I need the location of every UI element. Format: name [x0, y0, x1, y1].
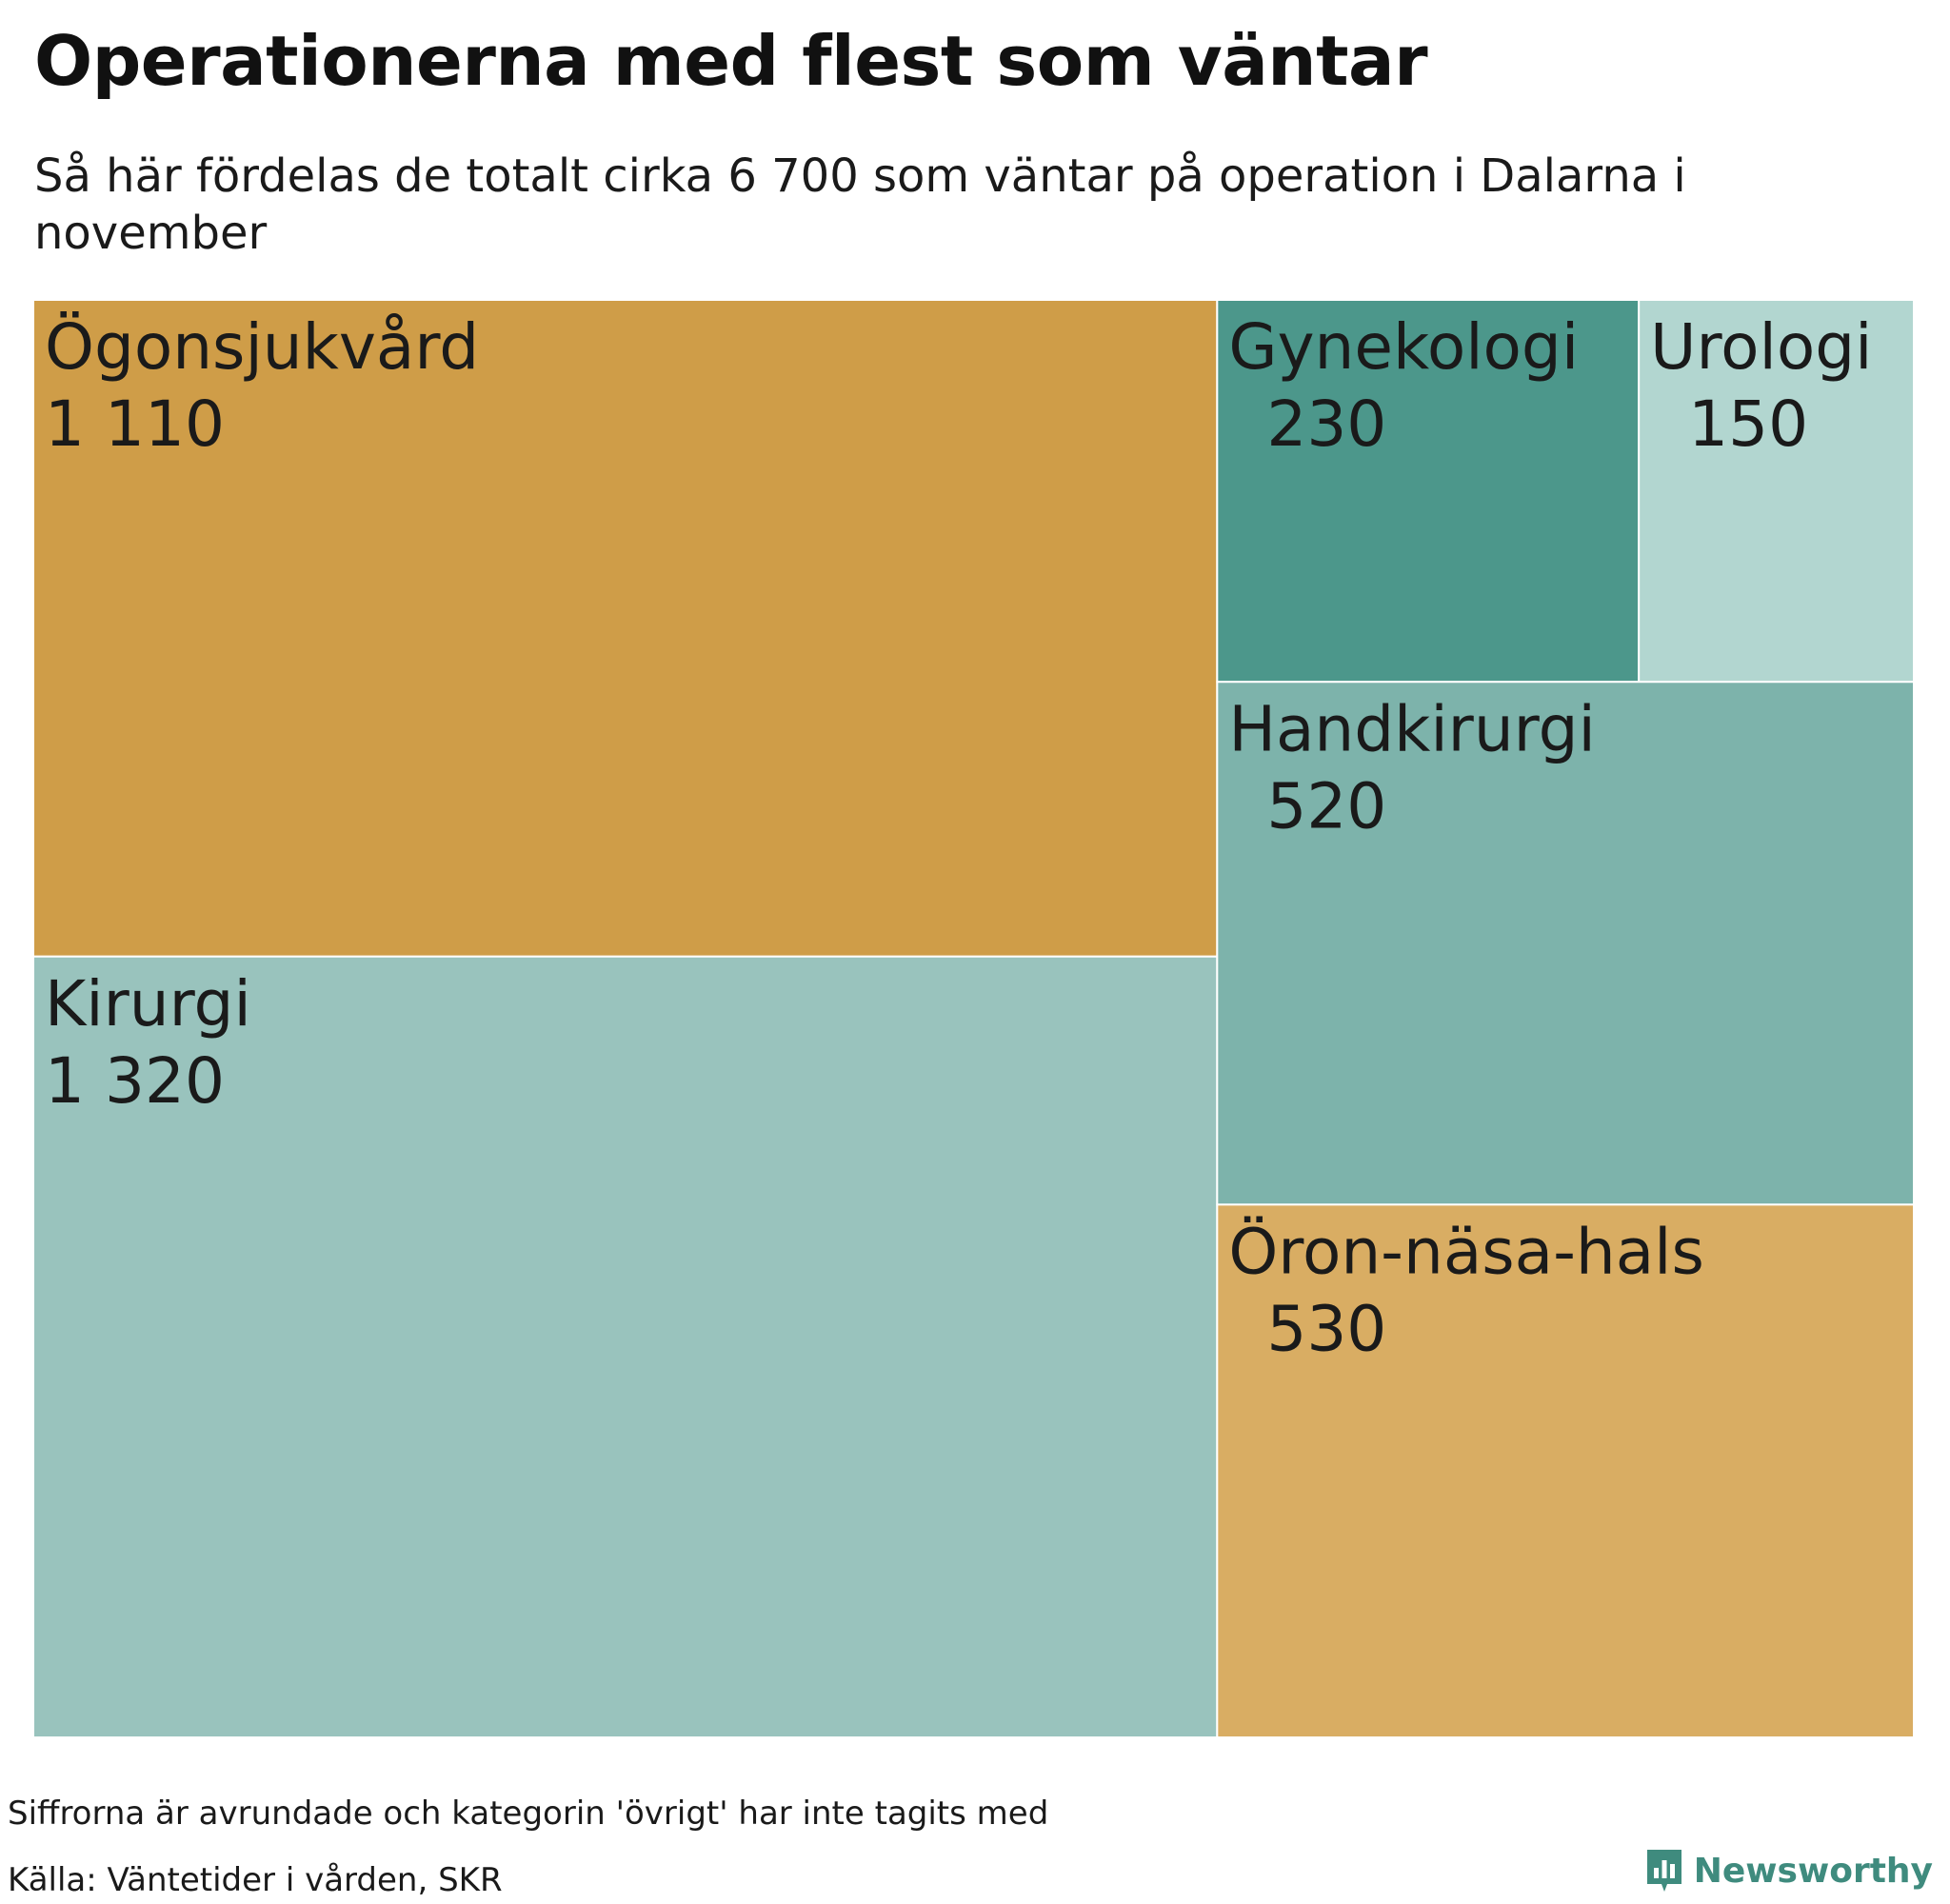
source-note: Källa: Väntetider i vården, SKR — [8, 1861, 503, 1899]
treemap-value-öron-näsa-hals: 530 — [1266, 1292, 1386, 1365]
treemap-value-kirurgi: 1 320 — [45, 1044, 225, 1118]
footnote: Siffrorna är avrundade och kategorin 'öv… — [8, 1795, 1049, 1833]
newsworthy-logo-icon — [1646, 1850, 1681, 1892]
treemap-label-kirurgi: Kirurgi — [45, 967, 251, 1041]
treemap-value-handkirurgi: 520 — [1266, 769, 1386, 843]
treemap-label-gynekologi: Gynekologi — [1228, 310, 1579, 384]
brand-logo[interactable]: Newsworthy — [1644, 1847, 1933, 1894]
chart-title: Operationerna med flest som väntar — [34, 21, 1428, 101]
treemap-cell-urologi[interactable] — [1638, 300, 1914, 684]
treemap-label-öron-näsa-hals: Öron-näsa-hals — [1228, 1215, 1704, 1288]
treemap-cell-handkirurgi[interactable] — [1216, 681, 1914, 1206]
treemap-label-urologi: Urologi — [1650, 310, 1872, 384]
treemap-value-ögonsjukvård: 1 110 — [45, 387, 225, 461]
treemap-cell-kirurgi[interactable] — [33, 955, 1219, 1737]
treemap-cell-ögonsjukvård[interactable] — [33, 300, 1219, 958]
brand-name: Newsworthy — [1693, 1851, 1933, 1891]
treemap-label-ögonsjukvård: Ögonsjukvård — [45, 310, 479, 384]
treemap-value-urologi: 150 — [1688, 387, 1808, 461]
chart-subtitle: Så här fördelas de totalt cirka 6 700 so… — [34, 149, 1686, 260]
treemap-label-handkirurgi: Handkirurgi — [1228, 692, 1596, 765]
treemap-value-gynekologi: 230 — [1266, 387, 1386, 461]
